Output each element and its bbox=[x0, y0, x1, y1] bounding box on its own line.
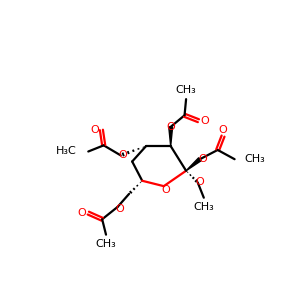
Text: CH₃: CH₃ bbox=[176, 85, 196, 95]
Text: O: O bbox=[118, 150, 127, 160]
Text: H₃C: H₃C bbox=[56, 146, 77, 157]
Text: O: O bbox=[219, 125, 227, 135]
Polygon shape bbox=[186, 158, 201, 171]
Text: CH₃: CH₃ bbox=[96, 239, 116, 249]
Text: O: O bbox=[200, 116, 209, 126]
Text: O: O bbox=[198, 154, 207, 164]
Text: O: O bbox=[91, 125, 100, 135]
Text: O: O bbox=[196, 177, 204, 187]
Text: O: O bbox=[78, 208, 86, 218]
Text: O: O bbox=[166, 122, 175, 132]
Text: O: O bbox=[116, 204, 124, 214]
Polygon shape bbox=[169, 127, 172, 146]
Text: CH₃: CH₃ bbox=[244, 154, 266, 164]
Text: O: O bbox=[162, 185, 170, 195]
Text: CH₃: CH₃ bbox=[194, 202, 214, 212]
